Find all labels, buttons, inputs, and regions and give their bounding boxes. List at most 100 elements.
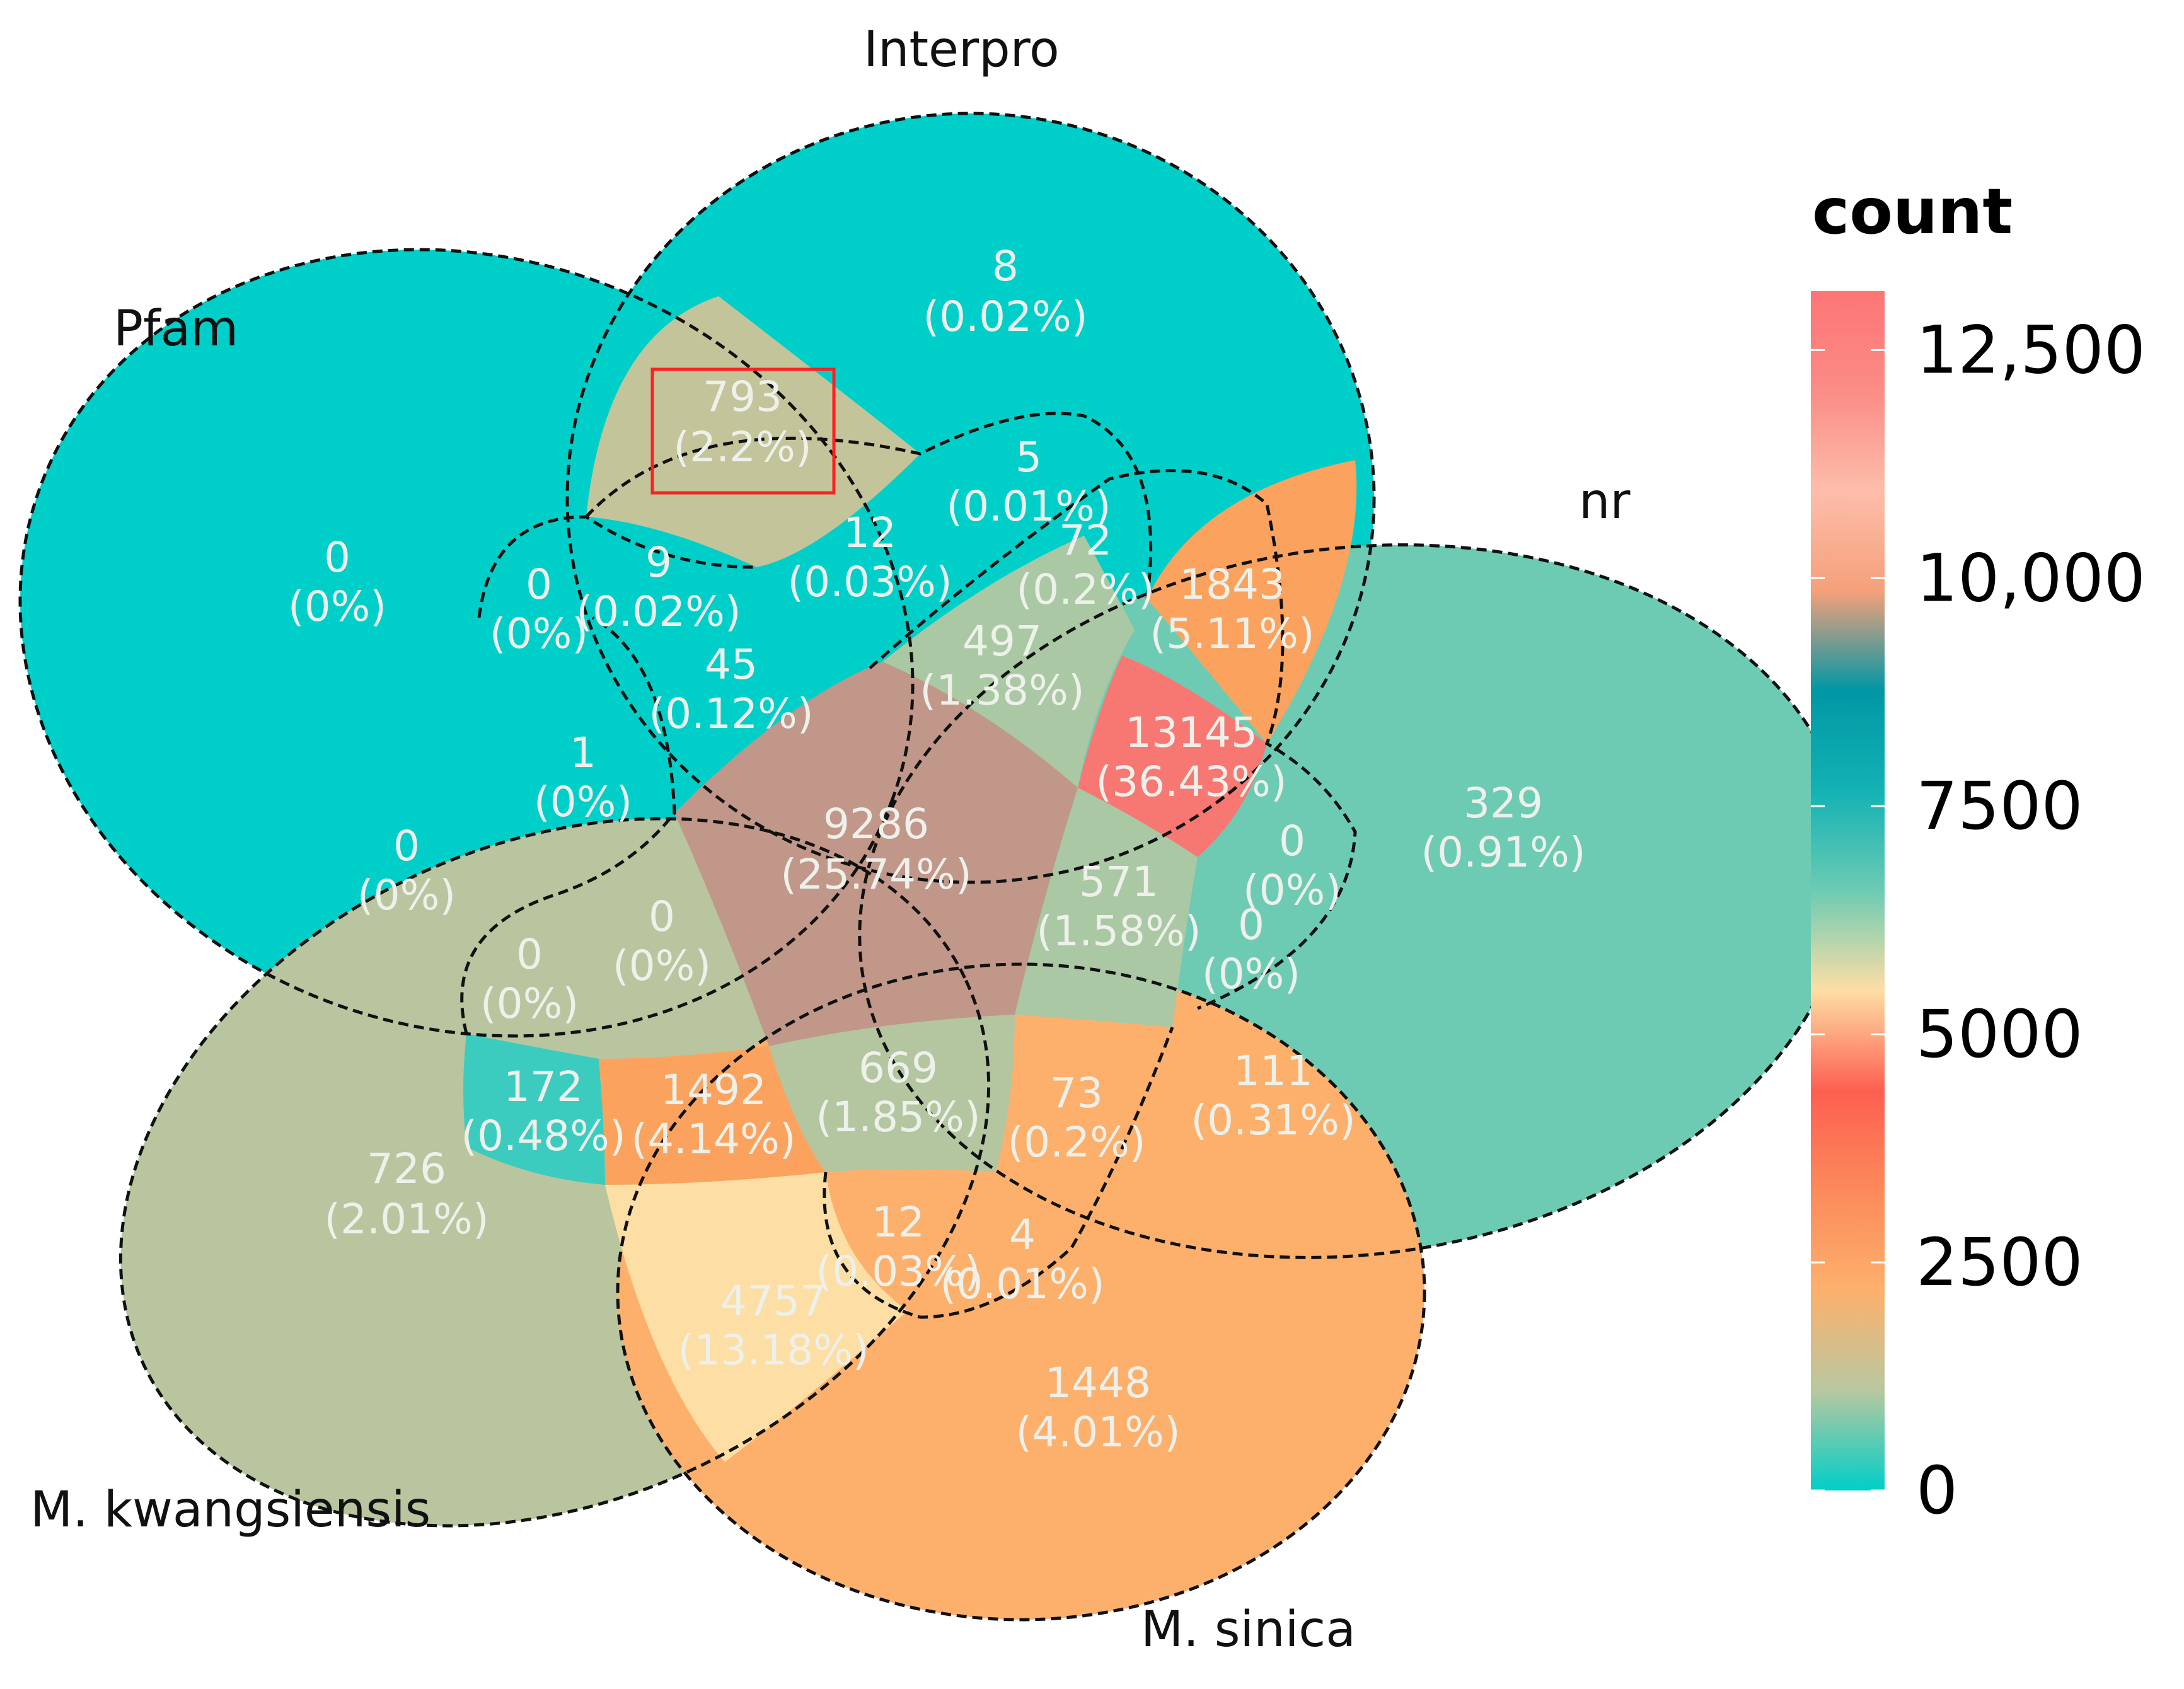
region-percent: (25.74%) [780,850,971,899]
region-percent: (0.01%) [946,482,1111,531]
region-percent: (0%) [613,942,711,990]
region-count: 45 [705,640,758,689]
region-percent: (0.91%) [1421,828,1585,877]
region-count: 4757 [720,1277,826,1325]
region-labels: 8 (0.02%) 793 (2.2%) 0 (0%) 5 (0.01%) 12… [288,242,1586,1456]
region-count: 9286 [823,800,929,848]
label-nr: nr [1579,473,1631,530]
legend-tick-label: 5000 [1916,996,2083,1073]
region-percent: (0%) [357,871,456,919]
region-percent: (0.2%) [1016,565,1154,614]
core-patch [674,662,1078,1046]
legend-tick-label: 12,500 [1916,311,2146,388]
region-count: 497 [962,617,1042,666]
region-count: 669 [858,1044,938,1092]
legend-ticks: 12,500 10,000 7500 5000 2500 0 [1811,311,2146,1529]
region-percent: (36.43%) [1095,758,1286,806]
label-interpro: Interpro [864,21,1060,78]
legend-colorbar [1811,291,1885,1490]
label-pfam: Pfam [113,301,238,357]
region-percent: (0.48%) [461,1112,625,1160]
label-sinica: M. sinica [1141,1601,1356,1658]
region-percent: (4.01%) [1015,1408,1180,1456]
region-count: 0 [393,822,420,870]
legend-tick-label: 10,000 [1916,539,2146,616]
region-percent: (0%) [1202,950,1300,998]
region-count: 12 [843,509,896,557]
region-count: 4 [1009,1211,1036,1259]
s-patch [599,1046,826,1185]
region-count: 172 [504,1063,583,1111]
i-patch [1078,655,1267,857]
region-percent: (2.2%) [673,423,811,471]
region-percent: (1.58%) [1036,907,1201,955]
sinica-outline [616,962,1426,1622]
region-count: 0 [1279,817,1305,865]
region-percent: (0%) [480,979,579,1028]
region-percent: (0.2%) [1007,1118,1145,1167]
region-count: 571 [1079,858,1158,906]
pfam-outline [18,248,915,1038]
region-count: 0 [649,892,675,941]
region-count: 329 [1464,779,1543,827]
interpro-nr-patch [1147,460,1357,744]
legend-tick-label: 0 [1916,1452,1958,1529]
region-percent: (0.12%) [649,689,813,738]
inner-petal-5 [823,1027,1174,1319]
region-count: 111 [1234,1047,1313,1095]
inner-petal-3 [869,469,1357,1010]
region-count: 9 [645,538,672,587]
region-count: 0 [526,560,552,609]
region-count: 5 [1015,433,1042,481]
region-percent: (2.01%) [324,1195,488,1243]
region-percent: (4.14%) [631,1115,795,1163]
region-percent: (0.03%) [787,558,952,606]
interpro-outline [565,112,1376,884]
region-count: 726 [367,1144,446,1193]
pfam-interpro-patch [586,296,920,567]
legend-tick-label: 7500 [1916,768,2083,844]
region-count: 8 [992,242,1019,291]
region-percent: (1.38%) [920,666,1084,715]
region-percent: (1.85%) [816,1093,980,1141]
g-patch [882,536,1135,788]
region-percent: (13.18%) [678,1326,869,1375]
region-count: 0 [516,930,543,979]
set-outlines [18,112,1852,1622]
region-percent: (0.02%) [576,587,741,636]
legend-title: count [1812,175,2013,248]
region-count: 73 [1050,1069,1103,1117]
region-count: 12 [872,1198,925,1247]
label-kwangsiensis: M. kwangsiensis [30,1482,430,1538]
legend-tick-label: 2500 [1916,1224,2083,1301]
region-count: 793 [703,372,782,421]
set-labels: Interpro Pfam nr M. kwangsiensis M. sini… [30,21,1631,1658]
region-percent: (0%) [534,778,632,826]
inner-petal-2 [477,515,757,618]
region-percent: (0%) [1243,866,1341,914]
color-legend: count 12,500 10,000 7500 5000 2500 0 [1811,175,2146,1529]
n-patch [1015,788,1198,1027]
highlight-box [650,367,836,495]
region-percent: (0.01%) [940,1260,1104,1308]
region-percent: (0%) [288,582,386,631]
t-patch [769,1015,1015,1172]
region-count: 1492 [661,1066,766,1114]
region-percent: (5.11%) [1150,609,1314,658]
inner-petal-4 [460,616,676,1034]
region-count: 1 [570,729,596,777]
r-patch [463,1034,605,1185]
region-percent: (0%) [490,609,588,658]
kwangsiensis-outline [118,817,991,1528]
region-percent: (0.31%) [1191,1096,1355,1144]
region-percent: (0.02%) [923,292,1087,341]
region-percent: (0.03%) [816,1247,980,1296]
region-count: 72 [1059,516,1112,565]
region-count: 0 [1238,901,1264,949]
intersection-fills [463,296,1357,1462]
region-count: 0 [324,533,350,582]
region-count: 1843 [1179,560,1285,609]
y-patch [605,1172,908,1462]
inner-petal-1 [585,412,1153,599]
